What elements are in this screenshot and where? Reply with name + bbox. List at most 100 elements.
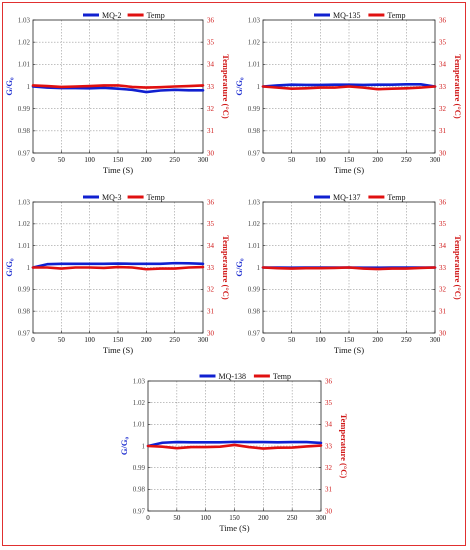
- legend-label: MQ-2: [102, 11, 122, 20]
- chart-panel-5: 0 50 100 150 200 250 300 0.97 0.98 0.99 1 1.01 1.02 1…: [119, 372, 349, 533]
- y2-axis-label: Temperature (°C): [339, 414, 349, 479]
- x-axis-label: Time (S): [219, 523, 249, 533]
- x-axis-label: Time (S): [334, 165, 364, 175]
- y2-tick-label: 31: [439, 127, 447, 135]
- y2-tick-label: 32: [207, 286, 215, 294]
- y2-tick-label: 33: [325, 442, 333, 450]
- y-tick-label: 1.01: [133, 421, 146, 429]
- y-tick-label: 0.99: [18, 105, 31, 113]
- x-tick-label: 0: [31, 156, 35, 164]
- x-tick-label: 100: [84, 336, 95, 344]
- y-tick-label: 1.03: [248, 16, 261, 24]
- x-tick-label: 250: [169, 156, 180, 164]
- x-tick-label: 300: [316, 514, 327, 522]
- x-tick-label: 100: [200, 514, 211, 522]
- y-tick-label: 0.97: [248, 149, 261, 157]
- y-tick-label: 1.01: [18, 61, 31, 69]
- y-tick-label: 0.99: [248, 286, 261, 294]
- y-axis-label: G/G₀: [234, 77, 244, 96]
- y-tick-label: 1.02: [248, 220, 261, 228]
- y-tick-label: 1: [27, 83, 31, 91]
- x-axis-label: Time (S): [334, 345, 364, 355]
- y-tick-label: 0.99: [248, 105, 261, 113]
- y2-tick-label: 30: [325, 507, 333, 515]
- y-tick-label: 1: [257, 264, 261, 272]
- legend-label: Temp: [387, 193, 405, 202]
- y2-tick-label: 36: [207, 16, 215, 24]
- y-tick-label: 1.01: [248, 61, 261, 69]
- x-tick-label: 0: [261, 336, 265, 344]
- y2-tick-label: 32: [439, 286, 447, 294]
- y2-tick-label: 34: [207, 242, 215, 250]
- legend-label: Temp: [387, 11, 405, 20]
- x-axis-label: Time (S): [103, 345, 133, 355]
- x-tick-label: 50: [288, 336, 296, 344]
- x-tick-label: 150: [113, 156, 124, 164]
- y2-tick-label: 30: [207, 329, 215, 337]
- y-tick-label: 0.98: [18, 127, 31, 135]
- y-tick-label: 1.01: [248, 242, 261, 250]
- x-tick-label: 50: [58, 156, 66, 164]
- y-tick-label: 1.03: [18, 198, 31, 206]
- x-axis-label: Time (S): [103, 165, 133, 175]
- y-tick-label: 1.03: [248, 198, 261, 206]
- y2-tick-label: 30: [439, 149, 447, 157]
- x-tick-label: 250: [287, 514, 298, 522]
- series-line-temp: [31, 265, 205, 271]
- y-tick-label: 1.01: [18, 242, 31, 250]
- y-axis-label: G/G₀: [119, 436, 129, 455]
- y2-tick-label: 34: [325, 421, 333, 429]
- y-tick-label: 0.97: [248, 329, 261, 337]
- x-tick-label: 250: [401, 336, 412, 344]
- y-tick-label: 1.03: [18, 16, 31, 24]
- y-tick-label: 1.02: [18, 39, 31, 47]
- y2-tick-label: 35: [325, 399, 333, 407]
- x-tick-label: 0: [146, 514, 150, 522]
- x-tick-label: 150: [344, 336, 355, 344]
- y2-tick-label: 34: [439, 242, 447, 250]
- chart-panel-2: 0 50 100 150 200 250 300 0.97 0.98 0.99 1 1.01 1.02 1…: [234, 11, 463, 175]
- y2-tick-label: 32: [439, 105, 447, 113]
- series-line-mq-135: [261, 82, 437, 88]
- x-tick-label: 300: [198, 336, 209, 344]
- y2-tick-label: 35: [439, 39, 447, 47]
- y-tick-label: 0.98: [248, 308, 261, 316]
- series-line-temp: [146, 443, 323, 450]
- y2-tick-label: 36: [439, 16, 447, 24]
- x-tick-label: 100: [84, 156, 95, 164]
- y2-tick-label: 31: [207, 308, 215, 316]
- y2-axis-label: Temperature (°C): [221, 54, 231, 119]
- y2-tick-label: 36: [207, 198, 215, 206]
- x-tick-label: 250: [401, 156, 412, 164]
- x-tick-label: 300: [198, 156, 209, 164]
- y2-axis-label: Temperature (°C): [453, 54, 463, 119]
- y2-axis-label: Temperature (°C): [453, 235, 463, 300]
- y2-tick-label: 30: [207, 149, 215, 157]
- x-tick-label: 150: [344, 156, 355, 164]
- series-line-temp: [261, 85, 437, 91]
- y-tick-label: 0.97: [18, 149, 31, 157]
- y2-tick-label: 34: [439, 61, 447, 69]
- y2-tick-label: 32: [207, 105, 215, 113]
- y2-tick-label: 35: [207, 220, 215, 228]
- legend-label: MQ-3: [102, 193, 122, 202]
- y-tick-label: 1.02: [248, 39, 261, 47]
- x-tick-label: 50: [173, 514, 181, 522]
- y-tick-label: 0.99: [18, 286, 31, 294]
- y-tick-label: 0.99: [133, 464, 146, 472]
- x-tick-label: 200: [372, 336, 383, 344]
- chart-panel-4: 0 50 100 150 200 250 300 0.97 0.98 0.99 1 1.01 1.02 1…: [234, 193, 463, 355]
- x-tick-label: 300: [430, 336, 441, 344]
- y2-tick-label: 35: [207, 39, 215, 47]
- x-tick-label: 50: [288, 156, 296, 164]
- series-line-temp: [261, 266, 437, 271]
- legend-label: Temp: [147, 193, 165, 202]
- x-tick-label: 200: [258, 514, 269, 522]
- x-tick-label: 250: [169, 336, 180, 344]
- x-tick-label: 0: [261, 156, 265, 164]
- y2-tick-label: 33: [207, 264, 215, 272]
- y2-tick-label: 35: [439, 220, 447, 228]
- legend-label: MQ-137: [333, 193, 361, 202]
- x-tick-label: 50: [58, 336, 66, 344]
